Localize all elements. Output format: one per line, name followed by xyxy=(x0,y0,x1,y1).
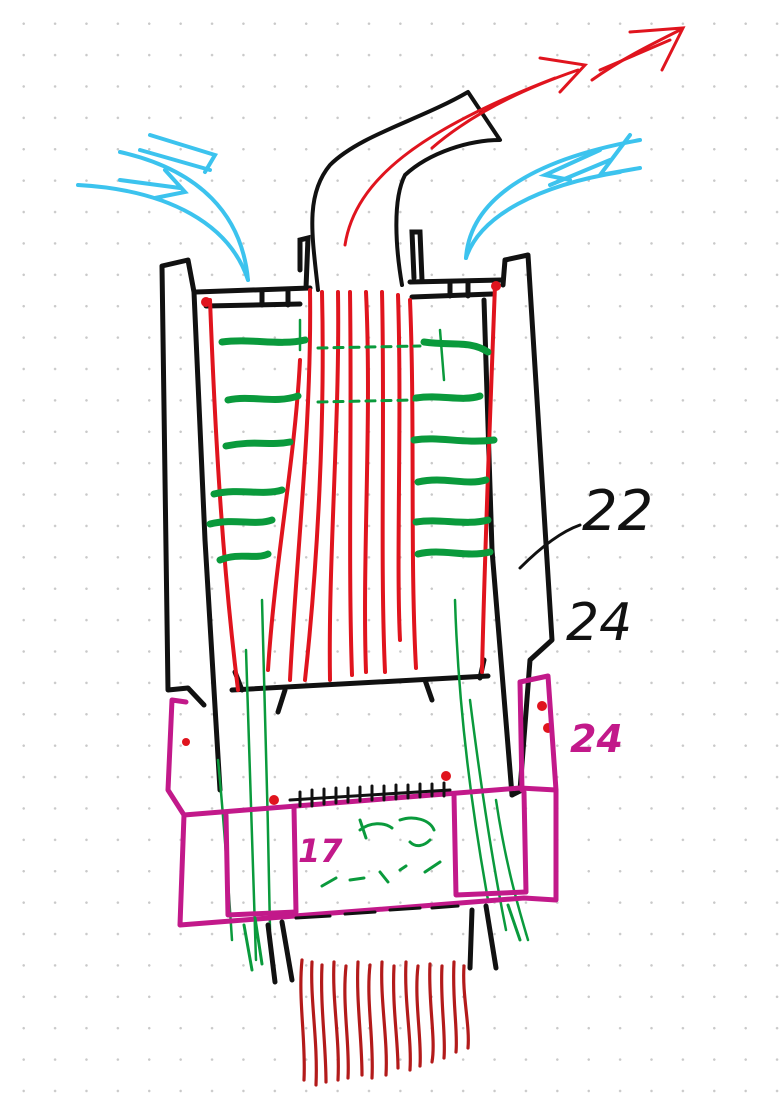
label-17: 17 xyxy=(298,832,343,870)
cool-air-inflow-left xyxy=(76,133,250,282)
cool-air-inflow-right xyxy=(464,133,642,260)
label-22-leader xyxy=(518,523,582,570)
hot-air-outflow xyxy=(343,26,686,247)
label-24-black: 24 xyxy=(566,593,632,653)
exhaust-chimney xyxy=(310,90,502,292)
seal-dots xyxy=(182,281,553,805)
cooling-fins xyxy=(206,336,498,564)
coupler-housing xyxy=(165,673,559,928)
grill-hatching xyxy=(288,781,460,920)
coupler-inner-flow xyxy=(320,816,442,888)
label-22: 22 xyxy=(582,479,653,544)
neck-green-lines xyxy=(242,903,522,972)
label-24-magenta: 24 xyxy=(570,717,623,761)
fin-flow-lines xyxy=(316,344,422,404)
heatsink-base-plate xyxy=(229,657,491,715)
bottom-neck xyxy=(265,903,499,985)
lower-heat-strands xyxy=(299,958,470,1087)
housing-lid xyxy=(193,229,505,309)
